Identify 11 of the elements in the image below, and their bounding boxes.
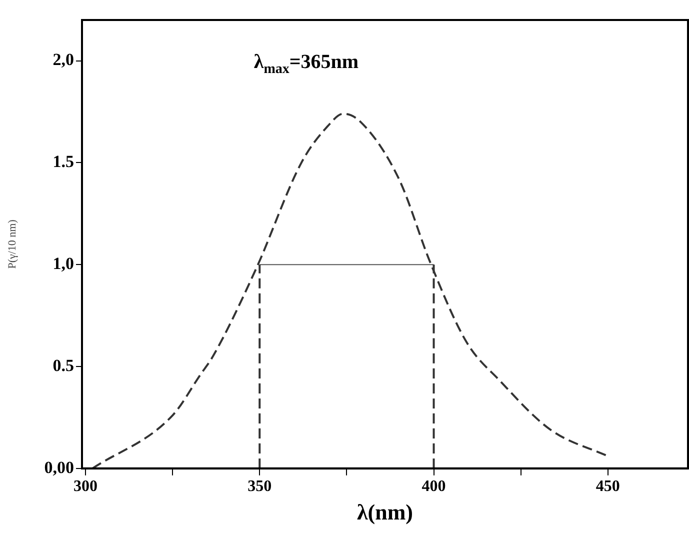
y-axis-title: P(γ/10 nm) — [6, 219, 18, 269]
y-tick-label: 1.5 — [52, 152, 74, 172]
x-tick-label: 450 — [596, 478, 620, 496]
x-axis-title: λ(nm) — [356, 499, 414, 524]
x-tick-label: 350 — [248, 478, 272, 496]
y-tick-label: 0.5 — [52, 356, 74, 375]
x-tick-label: 400 — [422, 478, 446, 496]
y-tick-label: 1,0 — [52, 254, 74, 273]
y-tick-label: 0,00 — [44, 458, 74, 477]
x-tick-label: 300 — [73, 478, 98, 496]
y-tick-label: 2,0 — [52, 50, 74, 70]
